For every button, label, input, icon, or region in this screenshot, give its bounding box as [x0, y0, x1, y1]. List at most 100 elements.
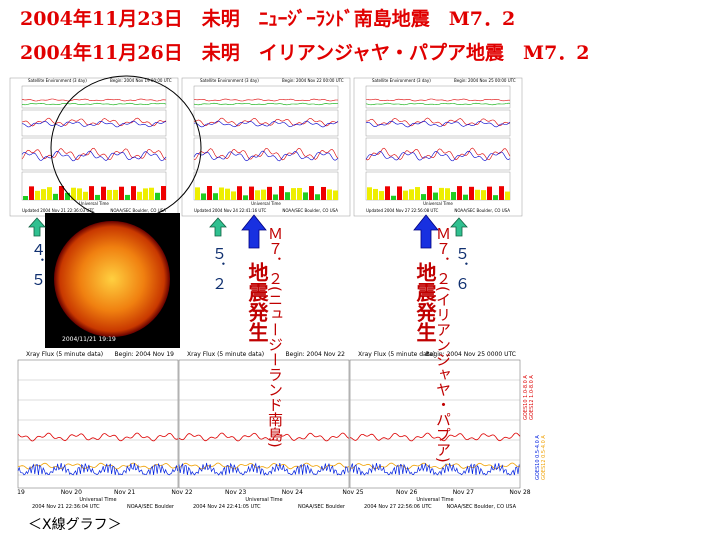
xray-panel: Xray Flux (5 minute data)Begin: 2004 Nov…	[17, 351, 179, 510]
kp-bar	[303, 192, 308, 200]
kp-bar	[35, 190, 40, 200]
source: NOAA/SEC Boulder, CO USA	[282, 208, 338, 213]
kp-bar	[237, 186, 242, 200]
kp-bar	[213, 193, 218, 200]
kp-bar	[475, 189, 480, 200]
source: NOAA/SEC Boulder, CO USA	[110, 208, 166, 213]
kp-bar	[327, 189, 332, 200]
updated: 2004 Nov 24 22:41:05 UTC	[193, 504, 261, 510]
kp-bar	[439, 187, 444, 200]
panel-begin: Begin: 2004 Nov 25 00:00 UTC	[454, 78, 516, 83]
quake-event: 地震発生	[245, 262, 269, 342]
kp-bar	[161, 186, 166, 200]
updated: Updated 2004 Nov 21 22:36:03 UTC	[22, 208, 95, 213]
x-tick-label: Nov 22	[171, 489, 192, 496]
kp-bar	[155, 192, 160, 200]
kp-bar	[445, 188, 450, 200]
kp-bar	[149, 187, 154, 200]
kp-bar	[255, 190, 260, 200]
subplot	[193, 85, 339, 109]
kp-bar	[397, 186, 402, 200]
panel-title: Satellite Environment (3 day)	[28, 78, 87, 83]
x-tick-label: Nov 27	[453, 489, 474, 496]
subplot	[365, 137, 511, 171]
panel-begin: Begin: 2004 Nov 19 00:00 UTC	[110, 78, 172, 83]
xray-panel: Xray Flux (5 minute data)Begin: 2004 Nov…	[342, 351, 530, 510]
trace	[365, 102, 511, 106]
kp-bar	[89, 186, 94, 200]
kp-bar	[53, 193, 58, 200]
subplot	[21, 85, 167, 109]
trace	[193, 98, 339, 102]
trace	[365, 147, 511, 161]
updated: 2004 Nov 27 22:56:06 UTC	[364, 504, 432, 510]
kp-bar	[493, 195, 498, 200]
kp-bar	[65, 192, 70, 200]
panel-frame	[17, 359, 179, 489]
panel-begin: Begin: 2004 Nov 25 0000 UTC	[426, 351, 516, 358]
subplot	[21, 109, 167, 137]
kp-bar	[403, 190, 408, 200]
updated: 2004 Nov 21 22:36:04 UTC	[32, 504, 100, 510]
legend-entry: GOES12 1.0-8.0 A	[529, 375, 535, 420]
kp-bar	[77, 188, 82, 200]
x-tick-label: 19	[17, 489, 25, 496]
axis-label: Universal Time	[423, 201, 453, 206]
trace	[193, 150, 339, 162]
kp-bar	[113, 189, 118, 200]
xray-panel: Xray Flux (5 minute data)Begin: 2004 Nov…	[171, 351, 350, 510]
green-arrows	[28, 217, 468, 237]
source: NOAA/SEC Boulder, CO USA	[454, 208, 510, 213]
source: NOAA/SEC Boulder	[127, 504, 175, 510]
title-line: 2004年11月26日 未明 イリアンジャヤ・パプア地震 M7．2	[20, 42, 590, 64]
green-label: ５．２	[210, 246, 228, 291]
kp-bar	[315, 194, 320, 200]
kp-bar	[101, 186, 106, 200]
sun-timestamp: 2004/11/21 19:19	[62, 336, 116, 343]
source: NOAA/SEC Boulder, CO USA	[446, 504, 516, 510]
trace	[349, 463, 520, 476]
kp-bar	[231, 191, 236, 200]
kp-bar	[457, 186, 462, 200]
panel-title: Xray Flux (5 minute data)	[187, 351, 264, 358]
kp-bar	[47, 187, 52, 200]
satellite-panel: Satellite Environment (3 day) Begin: 2004…	[181, 77, 351, 217]
kp-bar	[29, 186, 34, 200]
panel-begin: Begin: 2004 Nov 22 00:00 UTC	[282, 78, 344, 83]
trace	[21, 147, 167, 161]
x-tick-label: Nov 20	[61, 489, 82, 496]
trace	[365, 150, 511, 162]
trace	[193, 102, 339, 106]
kp-bar	[207, 186, 212, 200]
kp-bar	[481, 190, 486, 200]
kp-bar	[309, 186, 314, 200]
kp-bar	[433, 192, 438, 200]
kp-bar	[409, 189, 414, 200]
kp-bar	[273, 194, 278, 200]
kp-bar	[131, 186, 136, 200]
trace	[178, 462, 349, 476]
trace	[349, 432, 521, 442]
trace	[21, 117, 167, 127]
trace	[17, 432, 179, 442]
kp-bar	[107, 189, 112, 200]
kp-bar	[297, 187, 302, 200]
kp-bar	[385, 186, 390, 200]
satellite-panel: Satellite Environment (3 day) Begin: 2004…	[9, 77, 179, 217]
quake-event: 地震発生	[413, 262, 437, 342]
kp-bar	[421, 194, 426, 200]
kp-bar	[279, 186, 284, 200]
kp-bar	[391, 195, 396, 200]
axis-label: Universal Time	[79, 497, 116, 503]
caption: ＜X線グラフ＞	[28, 517, 122, 533]
green-label: ４．５	[29, 242, 47, 287]
kp-bar	[321, 186, 326, 200]
panel-title: Satellite Environment (3 day)	[372, 78, 431, 83]
kp-bar	[415, 187, 420, 200]
kp-bar	[487, 186, 492, 200]
kp-bar	[249, 186, 254, 200]
quake-magnitude: Ｍ７．２(イリアンジャヤ・パプア)	[434, 226, 452, 463]
kp-bar	[59, 186, 64, 200]
trace	[193, 117, 339, 127]
